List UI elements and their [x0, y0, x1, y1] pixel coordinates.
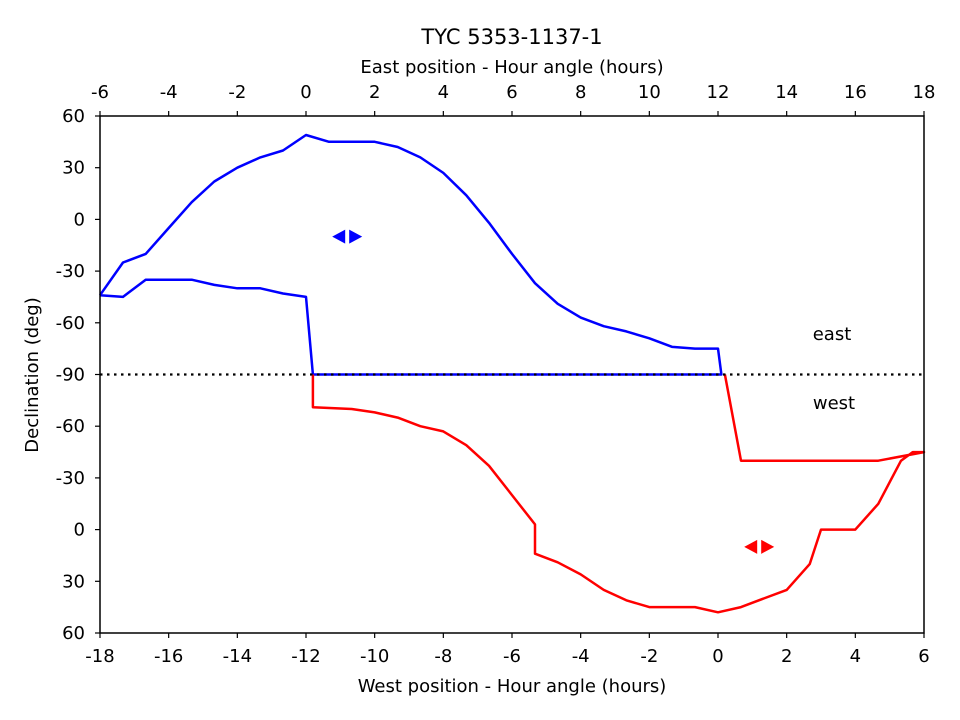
marker-layer	[332, 229, 775, 554]
top-x-tick-label: -6	[91, 82, 109, 103]
bottom-x-tick-label: -6	[503, 646, 521, 667]
y-tick-label: 30	[62, 571, 85, 592]
bottom-x-tick-label: -2	[640, 646, 658, 667]
bottom-x-tick-label: 6	[918, 646, 929, 667]
right-arrow-icon	[761, 539, 775, 554]
top-x-tick-label: 6	[506, 82, 517, 103]
top-x-tick-label: 2	[369, 82, 380, 103]
top-x-tick-label: 14	[775, 82, 798, 103]
top-x-tick-label: 18	[913, 82, 936, 103]
chart-title: TYC 5353-1137-1	[420, 25, 602, 49]
bottom-x-tick-label: -4	[572, 646, 590, 667]
bottom-x-tick-label: -12	[291, 646, 320, 667]
bottom-x-tick-label: -18	[85, 646, 114, 667]
bottom-x-tick-label: -14	[223, 646, 252, 667]
legend-west: west	[813, 393, 855, 414]
series-east-line	[98, 133, 723, 376]
bottom-x-tick-label: -10	[360, 646, 389, 667]
y-tick-label: -60	[56, 416, 85, 437]
y-tick-label: 0	[74, 209, 85, 230]
top-x-tick-label: 12	[707, 82, 730, 103]
east-direction-marker	[332, 229, 363, 244]
top-x-tick-label: 10	[638, 82, 661, 103]
y-tick-label: 60	[62, 106, 85, 127]
y-tick-label: 0	[74, 520, 85, 541]
bottom-x-tick-label: 4	[850, 646, 861, 667]
bottom-x-tick-label: -16	[154, 646, 183, 667]
y-tick-label: -90	[56, 365, 85, 386]
top-x-tick-label: -4	[160, 82, 178, 103]
y-axis-label: Declination (deg)	[22, 297, 43, 452]
bottom-x-tick-label: -8	[434, 646, 452, 667]
top-x-tick-label: -2	[228, 82, 246, 103]
left-arrow-icon	[332, 229, 346, 244]
y-tick-label: 30	[62, 158, 85, 179]
bottom-x-axis-label: West position - Hour angle (hours)	[358, 676, 667, 697]
west-direction-marker	[744, 539, 775, 554]
top-x-axis-label: East position - Hour angle (hours)	[360, 57, 663, 78]
series-west-line	[311, 374, 926, 614]
bottom-x-tick-label: 2	[781, 646, 792, 667]
bottom-x-tick-label: 0	[712, 646, 723, 667]
left-arrow-icon	[744, 539, 758, 554]
legend-east: east	[813, 324, 852, 345]
y-tick-label: -30	[56, 261, 85, 282]
y-tick-label: -30	[56, 468, 85, 489]
top-x-tick-label: 4	[438, 82, 449, 103]
tick-layer: -6 -4 -2 0 2 4 6 8 10 12 14 16 18 -18 -16 -14 -12 -10 -8 -6…	[56, 82, 936, 667]
top-x-tick-label: 8	[575, 82, 586, 103]
y-tick-label: 60	[62, 623, 85, 644]
right-arrow-icon	[349, 229, 363, 244]
series-layer	[98, 133, 926, 614]
top-x-tick-label: 0	[300, 82, 311, 103]
top-x-tick-label: 16	[844, 82, 867, 103]
y-tick-label: -60	[56, 313, 85, 334]
